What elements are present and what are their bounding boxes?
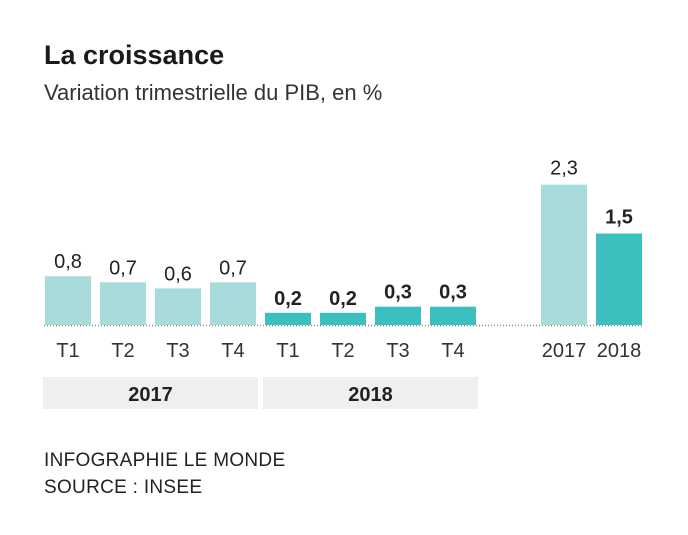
value-label-2018-T1: 0,2: [274, 288, 302, 310]
value-label-2018-T4: 0,3: [439, 282, 467, 304]
year-label-2018: 2018: [348, 384, 393, 406]
bar-2018-T3: [375, 306, 421, 325]
bar-2017-T4: [210, 282, 256, 325]
value-label-2018-T3: 0,3: [384, 282, 412, 304]
tick-label-2018-T2: T2: [331, 340, 354, 362]
bar-annual-2017: [541, 184, 587, 325]
bar-2017-T3: [155, 288, 201, 325]
value-label-annual-2018: 1,5: [605, 207, 633, 229]
value-label-2018-T2: 0,2: [329, 288, 357, 310]
bar-2018-T2: [320, 312, 366, 325]
year-label-2017: 2017: [128, 384, 173, 406]
bar-2018-T1: [265, 312, 311, 325]
value-label-2017-T4: 0,7: [219, 257, 247, 279]
tick-label-2018-T4: T4: [441, 340, 464, 362]
tick-label-2017-T1: T1: [56, 340, 79, 362]
bar-annual-2018: [596, 233, 642, 325]
bar-2017-T2: [100, 282, 146, 325]
year-band-2018: [263, 377, 478, 409]
tick-label-2017-T4: T4: [221, 340, 244, 362]
value-label-2017-T3: 0,6: [164, 263, 192, 285]
tick-label-annual-2018: 2018: [597, 340, 642, 362]
tick-label-annual-2017: 2017: [542, 340, 587, 362]
value-label-annual-2017: 2,3: [550, 158, 578, 180]
tick-label-2017-T3: T3: [166, 340, 189, 362]
tick-label-2018-T3: T3: [386, 340, 409, 362]
year-band-2017: [43, 377, 258, 409]
value-label-2017-T1: 0,8: [54, 251, 82, 273]
value-label-2017-T2: 0,7: [109, 257, 137, 279]
chart-subtitle: Variation trimestrielle du PIB, en %: [44, 80, 383, 105]
chart-title: La croissance: [44, 40, 225, 70]
source-text: SOURCE : INSEE: [44, 477, 203, 498]
tick-label-2018-T1: T1: [276, 340, 299, 362]
bar-2018-T4: [430, 306, 476, 325]
tick-label-2017-T2: T2: [111, 340, 134, 362]
credit-text: INFOGRAPHIE LE MONDE: [44, 450, 286, 471]
bar-2017-T1: [45, 276, 91, 325]
